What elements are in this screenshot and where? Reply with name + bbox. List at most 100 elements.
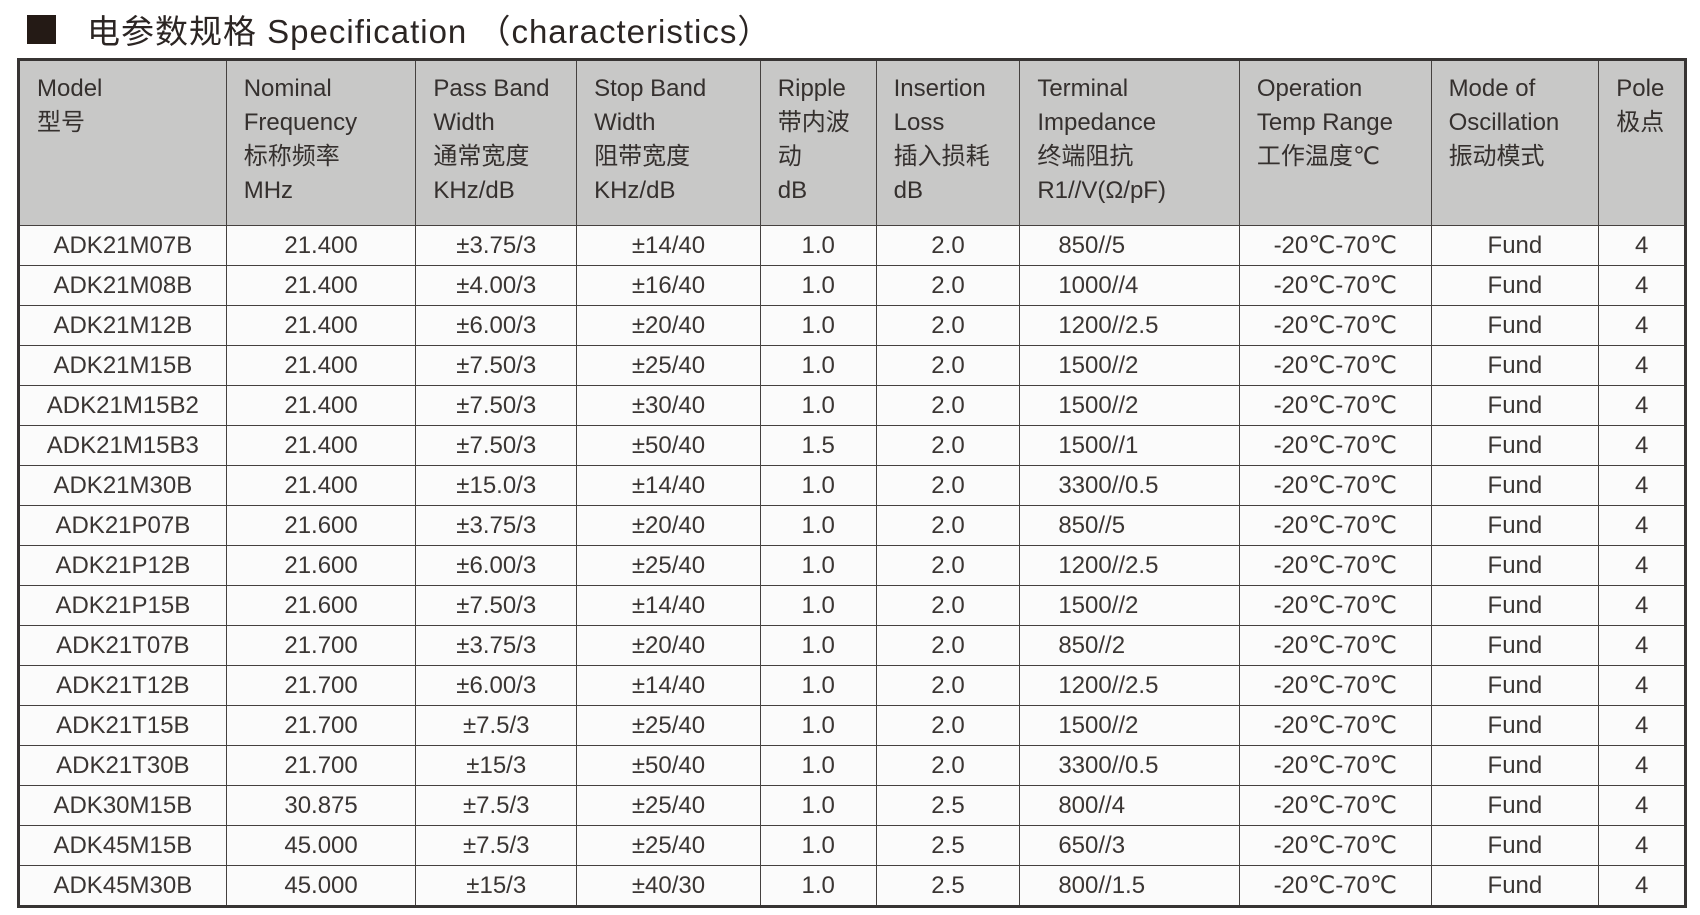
cell-operation-temp-range: -20℃-70℃: [1238, 425, 1432, 466]
page-title: 电参数规格 Specification （characteristics）: [87, 13, 772, 50]
cell-stop-band-width: ±16/40: [576, 265, 761, 306]
cell-insertion-loss: 2.5: [875, 825, 1021, 866]
cell-pass-band-width: ±3.75/3: [415, 625, 578, 666]
cell-operation-temp-range: -20℃-70℃: [1238, 705, 1432, 746]
cell-stop-band-width: ±30/40: [576, 385, 761, 426]
cell-nominal-frequency: 45.000: [225, 865, 417, 907]
cell-pole: 4: [1598, 345, 1686, 386]
cell-insertion-loss: 2.0: [875, 625, 1021, 666]
cell-pass-band-width: ±7.5/3: [415, 825, 578, 866]
cell-operation-temp-range: -20℃-70℃: [1238, 305, 1432, 346]
cell-mode-of-oscillation: Fund: [1430, 585, 1600, 626]
cell-mode-of-oscillation: Fund: [1430, 545, 1600, 586]
table-row: ADK21M30B 21.400 ±15.0/3 ±14/40 1.0 2.0 3300//…: [18, 465, 1686, 506]
cell-ripple: 1.0: [759, 225, 877, 266]
cell-operation-temp-range: -20℃-70℃: [1238, 825, 1432, 866]
cell-model: ADK21P15B: [18, 585, 227, 626]
cell-model: ADK21M15B3: [18, 425, 227, 466]
cell-model: ADK21M30B: [18, 465, 227, 506]
cell-mode-of-oscillation: Fund: [1430, 305, 1600, 346]
cell-terminal-impedance: 1500//2: [1019, 385, 1240, 426]
column-header-ripple: Ripple 带内波动 dB: [759, 59, 877, 226]
cell-ripple: 1.5: [759, 425, 877, 466]
table-row: ADK21P07B 21.600 ±3.75/3 ±20/40 1.0 2.0 850//5…: [18, 505, 1686, 546]
cell-insertion-loss: 2.0: [875, 345, 1021, 386]
table-row: ADK21T30B 21.700 ±15/3 ±50/40 1.0 2.0 3300//0.…: [18, 745, 1686, 786]
cell-nominal-frequency: 21.700: [225, 625, 417, 666]
cell-pole: 4: [1598, 305, 1686, 346]
spec-table-body: ADK21M07B 21.400 ±3.75/3 ±14/40 1.0 2.0 850//5…: [18, 225, 1686, 907]
table-row: ADK21T15B 21.700 ±7.5/3 ±25/40 1.0 2.0 1500//2…: [18, 705, 1686, 746]
cell-mode-of-oscillation: Fund: [1430, 425, 1600, 466]
cell-terminal-impedance: 1500//1: [1019, 425, 1240, 466]
cell-terminal-impedance: 850//5: [1019, 225, 1240, 266]
cell-ripple: 1.0: [759, 745, 877, 786]
table-row: ADK21P15B 21.600 ±7.50/3 ±14/40 1.0 2.0 1500//…: [18, 585, 1686, 626]
cell-ripple: 1.0: [759, 785, 877, 826]
cell-insertion-loss: 2.5: [875, 865, 1021, 907]
cell-model: ADK21P07B: [18, 505, 227, 546]
cell-insertion-loss: 2.0: [875, 705, 1021, 746]
cell-terminal-impedance: 1500//2: [1019, 585, 1240, 626]
cell-nominal-frequency: 21.700: [225, 665, 417, 706]
cell-stop-band-width: ±25/40: [576, 345, 761, 386]
cell-nominal-frequency: 21.400: [225, 425, 417, 466]
cell-terminal-impedance: 1500//2: [1019, 345, 1240, 386]
cell-terminal-impedance: 800//1.5: [1019, 865, 1240, 907]
cell-ripple: 1.0: [759, 265, 877, 306]
cell-operation-temp-range: -20℃-70℃: [1238, 225, 1432, 266]
table-row: ADK21T07B 21.700 ±3.75/3 ±20/40 1.0 2.0 850//2…: [18, 625, 1686, 666]
cell-mode-of-oscillation: Fund: [1430, 665, 1600, 706]
cell-stop-band-width: ±14/40: [576, 665, 761, 706]
cell-operation-temp-range: -20℃-70℃: [1238, 665, 1432, 706]
cell-ripple: 1.0: [759, 545, 877, 586]
table-row: ADK21P12B 21.600 ±6.00/3 ±25/40 1.0 2.0 1200//…: [18, 545, 1686, 586]
cell-terminal-impedance: 800//4: [1019, 785, 1240, 826]
cell-ripple: 1.0: [759, 585, 877, 626]
cell-insertion-loss: 2.0: [875, 265, 1021, 306]
column-header-pass-band-width: Pass Band Width 通常宽度 KHz/dB: [415, 59, 578, 226]
cell-terminal-impedance: 1500//2: [1019, 705, 1240, 746]
cell-operation-temp-range: -20℃-70℃: [1238, 345, 1432, 386]
cell-stop-band-width: ±14/40: [576, 585, 761, 626]
cell-model: ADK21M15B: [18, 345, 227, 386]
cell-terminal-impedance: 650//3: [1019, 825, 1240, 866]
cell-model: ADK21M07B: [18, 225, 227, 266]
table-row: ADK21M07B 21.400 ±3.75/3 ±14/40 1.0 2.0 850//5…: [18, 225, 1686, 266]
column-header-stop-band-width: Stop Band Width 阻带宽度 KHz/dB: [576, 59, 761, 226]
table-row: ADK45M15B 45.000 ±7.5/3 ±25/40 1.0 2.5 650//3-…: [18, 825, 1686, 866]
cell-pole: 4: [1598, 625, 1686, 666]
cell-mode-of-oscillation: Fund: [1430, 385, 1600, 426]
cell-mode-of-oscillation: Fund: [1430, 465, 1600, 506]
cell-terminal-impedance: 1200//2.5: [1019, 665, 1240, 706]
cell-operation-temp-range: -20℃-70℃: [1238, 265, 1432, 306]
cell-insertion-loss: 2.0: [875, 225, 1021, 266]
cell-pole: 4: [1598, 385, 1686, 426]
cell-mode-of-oscillation: Fund: [1430, 745, 1600, 786]
table-row: ADK21T12B 21.700 ±6.00/3 ±14/40 1.0 2.0 1200//…: [18, 665, 1686, 706]
cell-mode-of-oscillation: Fund: [1430, 225, 1600, 266]
cell-nominal-frequency: 21.700: [225, 745, 417, 786]
column-header-model: Model 型号: [18, 59, 227, 226]
cell-pole: 4: [1598, 425, 1686, 466]
cell-model: ADK21T15B: [18, 705, 227, 746]
cell-pass-band-width: ±15/3: [415, 865, 578, 907]
cell-terminal-impedance: 3300//0.5: [1019, 745, 1240, 786]
cell-stop-band-width: ±40/30: [576, 865, 761, 907]
column-header-operation-temp-range: Operation Temp Range 工作温度℃: [1238, 59, 1432, 226]
section-title-bar: 电参数规格 Specification （characteristics）: [27, 7, 771, 51]
column-header-terminal-impedance: Terminal Impedance 终端阻抗 R1//V(Ω/pF): [1019, 59, 1240, 226]
cell-operation-temp-range: -20℃-70℃: [1238, 865, 1432, 907]
table-row: ADK21M15B 21.400 ±7.50/3 ±25/40 1.0 2.0 1500//…: [18, 345, 1686, 386]
black-square-icon: [27, 14, 56, 44]
cell-ripple: 1.0: [759, 385, 877, 426]
specification-table: Model 型号 Nominal Frequency 标称频率 MHz Pass B…: [17, 58, 1687, 908]
cell-terminal-impedance: 850//2: [1019, 625, 1240, 666]
cell-insertion-loss: 2.0: [875, 745, 1021, 786]
cell-pole: 4: [1598, 665, 1686, 706]
table-row: ADK21M15B3 21.400 ±7.50/3 ±50/40 1.5 2.0 1500/…: [18, 425, 1686, 466]
cell-pass-band-width: ±7.5/3: [415, 785, 578, 826]
cell-ripple: 1.0: [759, 825, 877, 866]
cell-model: ADK21M15B2: [18, 385, 227, 426]
column-header-mode-of-oscillation: Mode of Oscillation 振动模式: [1430, 59, 1600, 226]
